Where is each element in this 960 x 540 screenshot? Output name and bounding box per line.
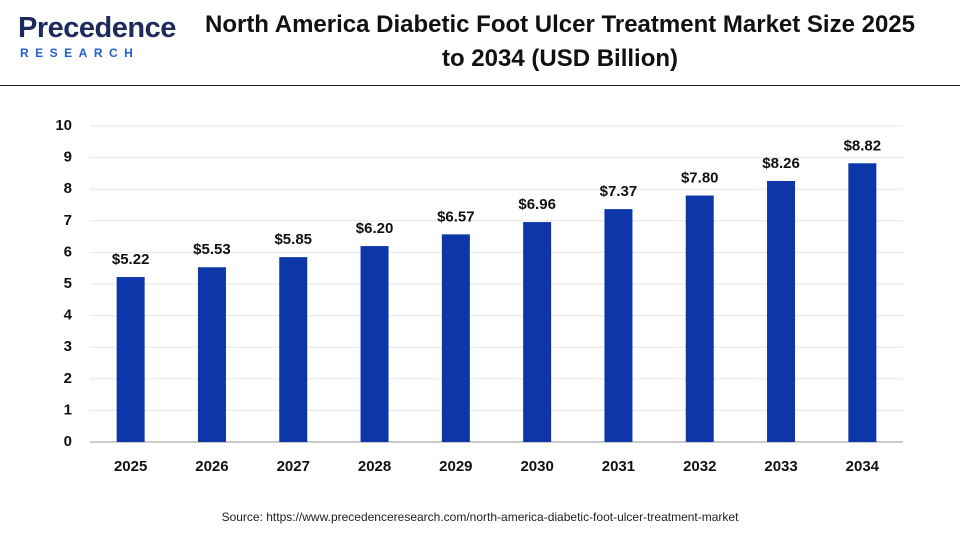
bar [360, 246, 389, 442]
value-label: $5.85 [274, 231, 312, 248]
bar [197, 267, 226, 442]
bar [279, 257, 308, 442]
y-tick-label: 0 [64, 433, 72, 450]
y-tick-label: 1 [64, 401, 72, 418]
x-tick-label: 2033 [764, 458, 797, 475]
value-label: $5.22 [112, 251, 150, 268]
source-note: Source: https://www.precedenceresearch.c… [221, 510, 739, 524]
value-label: $8.82 [844, 137, 882, 154]
y-tick-label: 2 [64, 370, 72, 387]
x-tick-label: 2031 [602, 458, 635, 475]
y-tick-label: 3 [64, 338, 72, 355]
x-tick-label: 2028 [358, 458, 391, 475]
value-label: $5.53 [193, 241, 231, 258]
x-tick-label: 2027 [277, 458, 310, 475]
x-tick-label: 2026 [195, 458, 228, 475]
y-tick-label: 10 [55, 117, 72, 134]
value-label: $8.26 [762, 155, 800, 172]
bar [848, 163, 877, 442]
y-tick-label: 4 [64, 307, 73, 324]
y-tick-label: 9 [64, 149, 72, 166]
x-tick-label: 2025 [114, 458, 147, 475]
bar [767, 180, 796, 442]
value-label: $7.80 [681, 169, 719, 186]
value-label: $6.96 [518, 196, 556, 213]
value-label: $6.20 [356, 220, 394, 237]
y-tick-label: 7 [64, 212, 72, 229]
bar [685, 195, 714, 442]
chart-title: North America Diabetic Foot Ulcer Treatm… [204, 11, 915, 72]
value-label: $6.57 [437, 208, 475, 225]
logo-name: Precedence [18, 12, 176, 44]
bar [116, 277, 145, 442]
bar [604, 209, 633, 442]
y-tick-label: 5 [64, 275, 72, 292]
bar [441, 234, 470, 442]
bar [523, 222, 552, 442]
x-tick-label: 2030 [520, 458, 553, 475]
value-label: $7.37 [600, 183, 638, 200]
logo-tagline: RESEARCH [20, 46, 140, 60]
y-tick-label: 6 [64, 243, 72, 260]
x-tick-label: 2029 [439, 458, 472, 475]
header-rule [0, 85, 960, 86]
y-tick-label: 8 [64, 180, 72, 197]
x-tick-label: 2034 [846, 458, 880, 475]
x-tick-label: 2032 [683, 458, 716, 475]
